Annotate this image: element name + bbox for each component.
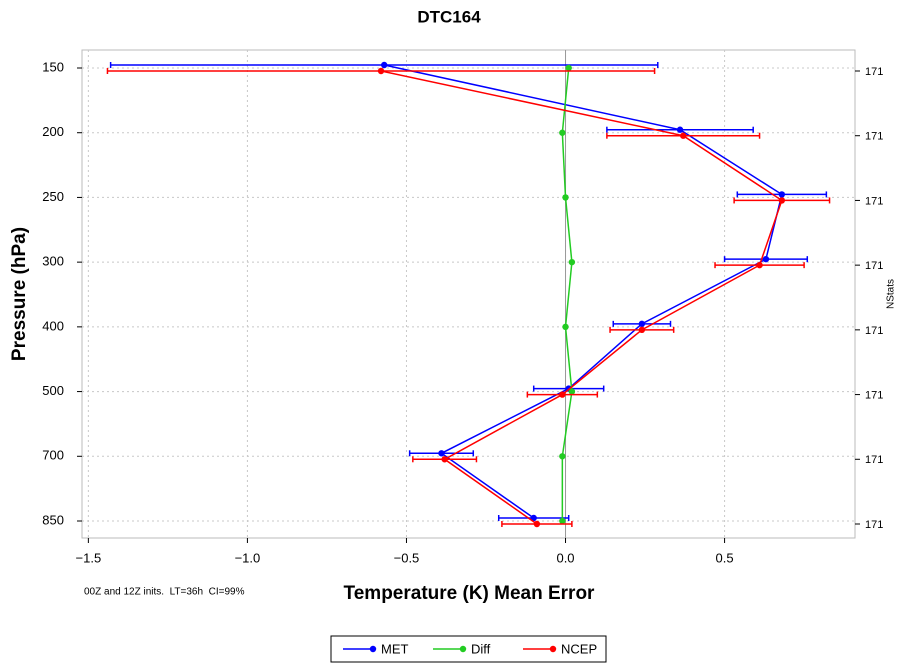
- point: [559, 453, 566, 460]
- y-tick-label: 250: [42, 189, 64, 204]
- x-tick-label: 0.0: [556, 550, 574, 565]
- nstats-label: 171: [865, 454, 883, 466]
- point: [568, 258, 576, 266]
- point: [565, 64, 572, 72]
- nstats-label: 171: [865, 389, 883, 401]
- y-tick-label: 400: [42, 318, 64, 333]
- legend-label: Diff: [471, 641, 491, 656]
- y-tick-label: 150: [42, 59, 64, 74]
- series-line: [380, 70, 783, 525]
- point: [559, 391, 566, 398]
- point: [533, 520, 541, 528]
- chart-title: DTC164: [417, 7, 481, 26]
- point: [441, 456, 448, 463]
- y-tick-label: 500: [42, 383, 64, 398]
- point: [676, 126, 684, 133]
- plot-frame: [81, 49, 856, 539]
- y-tick-label: 850: [42, 512, 64, 527]
- point: [562, 323, 569, 331]
- point: [756, 261, 763, 269]
- point: [778, 191, 786, 198]
- nstats-label: 171: [865, 195, 883, 207]
- legend-label: NCEP: [561, 641, 597, 656]
- x-tick-label: −0.5: [394, 550, 420, 565]
- point: [568, 388, 576, 395]
- point: [377, 67, 385, 75]
- point: [438, 450, 445, 457]
- x-tick-label: −1.5: [76, 550, 102, 565]
- y-axis-label: Pressure (hPa): [9, 227, 30, 361]
- point: [559, 517, 566, 525]
- y-tick-label: 200: [42, 124, 64, 139]
- legend-marker: [459, 645, 467, 653]
- x-tick-label: −1.0: [235, 550, 261, 565]
- point: [530, 514, 537, 522]
- point: [638, 320, 646, 328]
- legend-label: MET: [381, 641, 409, 656]
- series-line: [384, 64, 783, 519]
- series-line: [561, 67, 573, 521]
- nstats-label: 171: [865, 66, 883, 78]
- y2-axis-label: NStats: [886, 279, 897, 309]
- point: [559, 129, 566, 136]
- point: [562, 194, 569, 201]
- point: [638, 326, 646, 334]
- legend-marker: [369, 645, 377, 653]
- x-axis-label: Temperature (K) Mean Error: [344, 583, 596, 604]
- point: [381, 61, 388, 69]
- point: [778, 197, 786, 204]
- legend-marker: [549, 645, 557, 653]
- y-tick-label: 300: [42, 254, 64, 269]
- point: [680, 132, 687, 139]
- point: [762, 255, 770, 263]
- x-tick-label: 0.5: [716, 550, 734, 565]
- legend-box: [330, 635, 607, 663]
- y-tick-label: 700: [42, 448, 64, 463]
- nstats-label: 171: [865, 325, 883, 337]
- nstats-label: 171: [865, 260, 883, 272]
- nstats-label: 171: [865, 131, 883, 143]
- annotation: 00Z and 12Z inits. LT=36h CI=99%: [84, 587, 245, 598]
- nstats-label: 171: [865, 519, 883, 531]
